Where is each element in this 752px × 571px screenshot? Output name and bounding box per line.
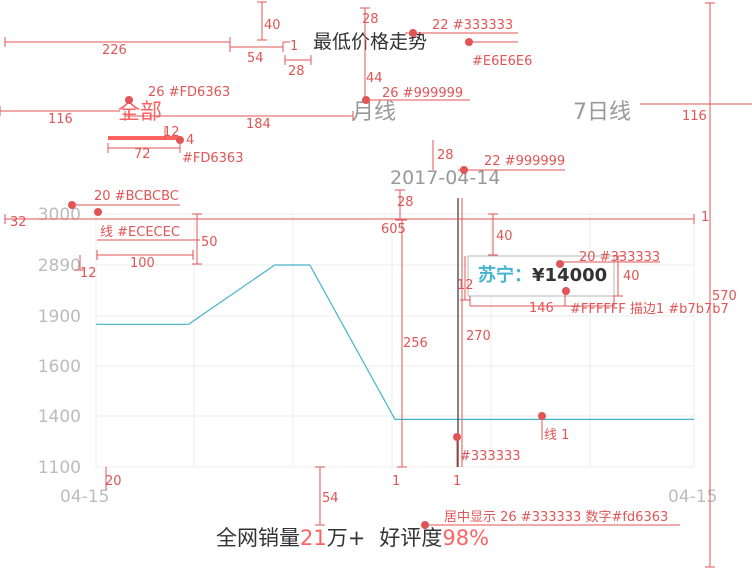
ann-label: 146 — [529, 301, 554, 316]
ann-label: 40 — [496, 229, 513, 244]
ann-label: 256 — [403, 336, 428, 351]
y-axis-labels: 3000 2890 1900 1600 1400 1100 — [38, 205, 81, 478]
ann-label: 54 — [322, 491, 339, 506]
ann-label: 1 — [701, 210, 709, 225]
ann-label: 12 — [457, 278, 474, 293]
ann-label: 32 — [10, 215, 27, 230]
y-tick-label: 1100 — [38, 458, 81, 478]
ann-label: 44 — [366, 71, 383, 86]
ann-label: 184 — [246, 117, 271, 132]
y-tick-label: 1900 — [38, 307, 81, 327]
ann-label: 28 — [288, 64, 305, 79]
tab-7day[interactable]: 7日线 — [573, 100, 631, 125]
ann-label: 1 — [392, 474, 400, 489]
page-title: 最低价格走势 — [313, 31, 427, 53]
ann-label: 线 1 — [544, 428, 569, 443]
ann-label: #FFFFFF 描边1 #b7b7b7 — [570, 302, 729, 317]
ann-label: #FD6363 — [182, 151, 243, 166]
praise-label: 好评度 — [379, 526, 442, 550]
ann-label: 12 — [163, 125, 180, 140]
ann-label: 26 #999999 — [382, 86, 463, 101]
x-end-label: 04-15 — [668, 487, 717, 507]
y-tick-label: 3000 — [38, 205, 81, 225]
ann-label: #333333 — [460, 449, 521, 464]
sales-number: 21 — [300, 526, 327, 550]
tooltip-date: 2017-04-14 — [390, 167, 500, 189]
ann-label: 居中显示 26 #333333 数字#fd6363 — [444, 510, 668, 525]
tooltip-box — [467, 255, 615, 297]
ann-label: 28 — [437, 148, 454, 163]
ann-label: 28 — [397, 195, 414, 210]
praise-value: 98% — [442, 526, 489, 550]
ann-label: 226 — [102, 43, 127, 58]
ann-label: 1 — [453, 474, 461, 489]
ann-label: 28 — [362, 12, 379, 27]
tab-month[interactable]: 月线 — [352, 100, 396, 125]
tooltip-store: 苏宁 — [478, 264, 514, 286]
ann-label: 4 — [186, 133, 194, 148]
sales-unit: 万+ — [327, 526, 366, 550]
annotation-labels: 226 54 1 28 40 28 22 #333333 #E6E6E6 44 … — [10, 12, 737, 525]
ann-label: 116 — [48, 112, 73, 127]
ann-label: 570 — [712, 289, 737, 304]
y-tick-label: 2890 — [38, 256, 81, 276]
ann-label: 26 #FD6363 — [148, 85, 230, 100]
ann-label: 605 — [381, 222, 406, 237]
annotation-dots — [68, 29, 570, 529]
ann-label: 100 — [130, 256, 155, 271]
sales-prefix: 全网销量 — [216, 526, 300, 550]
ann-label: 22 #999999 — [484, 154, 565, 169]
y-tick-label: 1600 — [38, 357, 81, 377]
footer-summary: 全网销量21万+ 好评度98% — [216, 526, 489, 550]
ann-label: 20 — [105, 474, 122, 489]
ann-label: 116 — [682, 109, 707, 124]
ann-label: 12 — [80, 266, 97, 281]
tooltip-price: ¥14000 — [532, 265, 607, 286]
y-tick-label: 1400 — [38, 407, 81, 427]
ann-label: 72 — [134, 147, 151, 162]
ann-label: 270 — [466, 329, 491, 344]
ann-label: 54 — [247, 51, 264, 66]
ann-label: 20 #333333 — [579, 250, 660, 265]
ann-label: 40 — [264, 18, 281, 33]
tab-active-underline — [108, 136, 180, 140]
tooltip-sep: ： — [514, 265, 532, 286]
ann-label: 50 — [201, 235, 218, 250]
x-start-label: 04-15 — [60, 487, 109, 507]
ann-label: 线 #ECECEC — [100, 225, 180, 240]
grid-lines — [95, 213, 695, 468]
ann-label: 22 #333333 — [432, 18, 513, 33]
tooltip-text: 苏宁：¥14000 — [478, 264, 607, 286]
ann-label: 20 #BCBCBC — [94, 189, 179, 204]
ann-label: #E6E6E6 — [472, 54, 532, 69]
ann-label: 40 — [623, 269, 640, 284]
ann-label: 1 — [290, 39, 298, 54]
